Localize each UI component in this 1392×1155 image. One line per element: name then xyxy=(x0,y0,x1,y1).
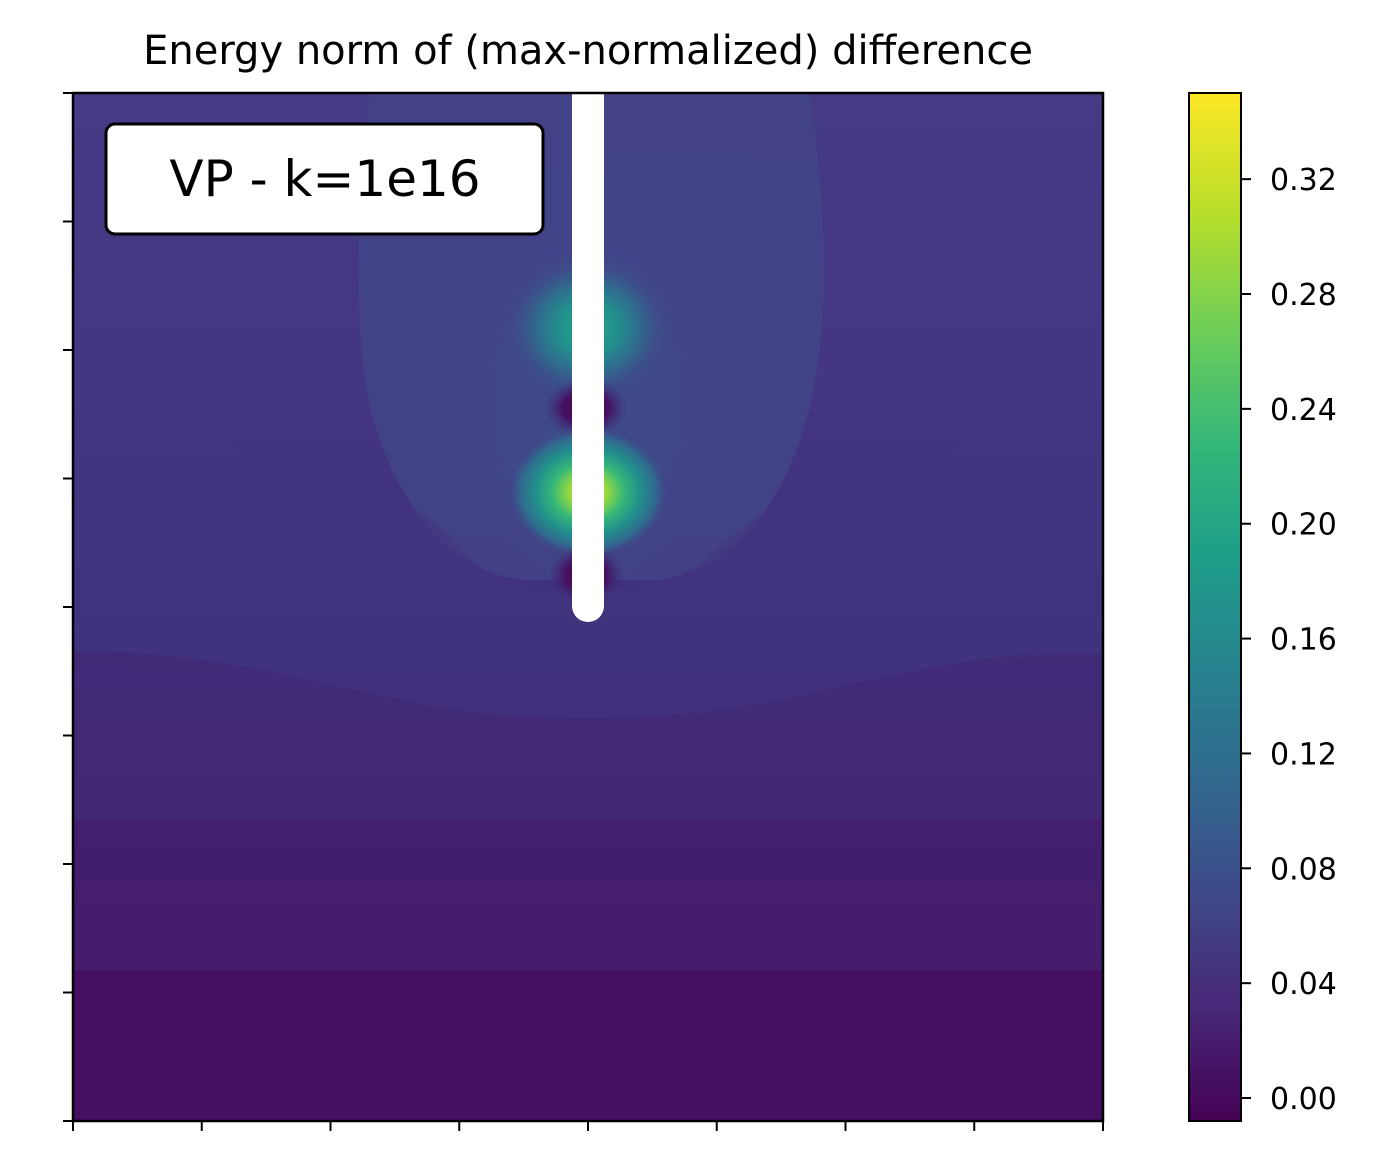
annotation-box: VP - k=1e16 xyxy=(104,122,545,236)
bottom-contour-band xyxy=(73,818,1103,972)
colorbar-tick-label: 0.04 xyxy=(1270,967,1337,1002)
colorbar-ticks: 0.00 0.04 0.08 0.12 0.16 0.20 0.24 0.28 0.32 xyxy=(1241,163,1337,1117)
colorbar: 0.00 0.04 0.08 0.12 0.16 0.20 0.24 0.28 0.32 xyxy=(1188,92,1337,1122)
colorbar-tick-label: 0.08 xyxy=(1270,852,1337,887)
colorbar-tick-label: 0.20 xyxy=(1270,508,1337,543)
colorbar-tick-label: 0.00 xyxy=(1270,1082,1337,1117)
mid-contour-band xyxy=(73,438,1103,719)
annotation-label: VP - k=1e16 xyxy=(169,150,480,208)
y-axis-ticks xyxy=(63,92,73,1122)
colorbar-tick-label: 0.12 xyxy=(1270,737,1337,772)
chart-title: Energy norm of (max-normalized) differen… xyxy=(143,28,1033,74)
heatmap-plot-area xyxy=(73,93,1103,1121)
colorbar-tick-label: 0.16 xyxy=(1270,623,1337,658)
x-axis-ticks xyxy=(72,1121,1104,1131)
lower-contour-band xyxy=(73,651,1103,820)
colorbar-gradient xyxy=(1189,93,1241,1121)
colorbar-tick-label: 0.24 xyxy=(1270,393,1337,428)
colorbar-tick-label: 0.28 xyxy=(1270,278,1337,313)
colorbar-frame xyxy=(1188,92,1242,1122)
base-contour-band xyxy=(73,970,1103,1121)
annotation-frame xyxy=(104,122,545,236)
colorbar-tick-label: 0.32 xyxy=(1270,163,1337,198)
